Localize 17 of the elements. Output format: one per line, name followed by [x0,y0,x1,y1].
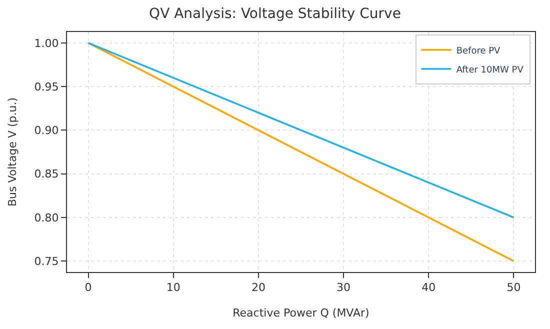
x-tick-label: 10 [166,281,180,294]
chart-title: QV Analysis: Voltage Stability Curve [149,6,401,22]
x-axis-title: Reactive Power Q (MVAr) [232,306,370,320]
y-tick-label: 0.80 [34,211,59,224]
x-tick-label: 40 [422,281,436,294]
x-tick-label: 0 [84,281,92,294]
x-tick-label: 20 [251,281,266,294]
x-tick-label: 30 [336,281,351,294]
y-tick-label: 0.75 [34,254,59,268]
y-tick-label: 0.95 [34,80,59,94]
y-tick-label: 0.90 [34,124,59,138]
y-axis-title: Bus Voltage V (p.u.) [6,97,19,207]
legend-label: After 10MW PV [456,65,524,76]
legend-label: Before PV [456,46,502,56]
y-tick-label: 1.00 [34,36,59,50]
y-tick-label: 0.85 [34,168,59,181]
x-tick-label: 50 [506,281,521,294]
